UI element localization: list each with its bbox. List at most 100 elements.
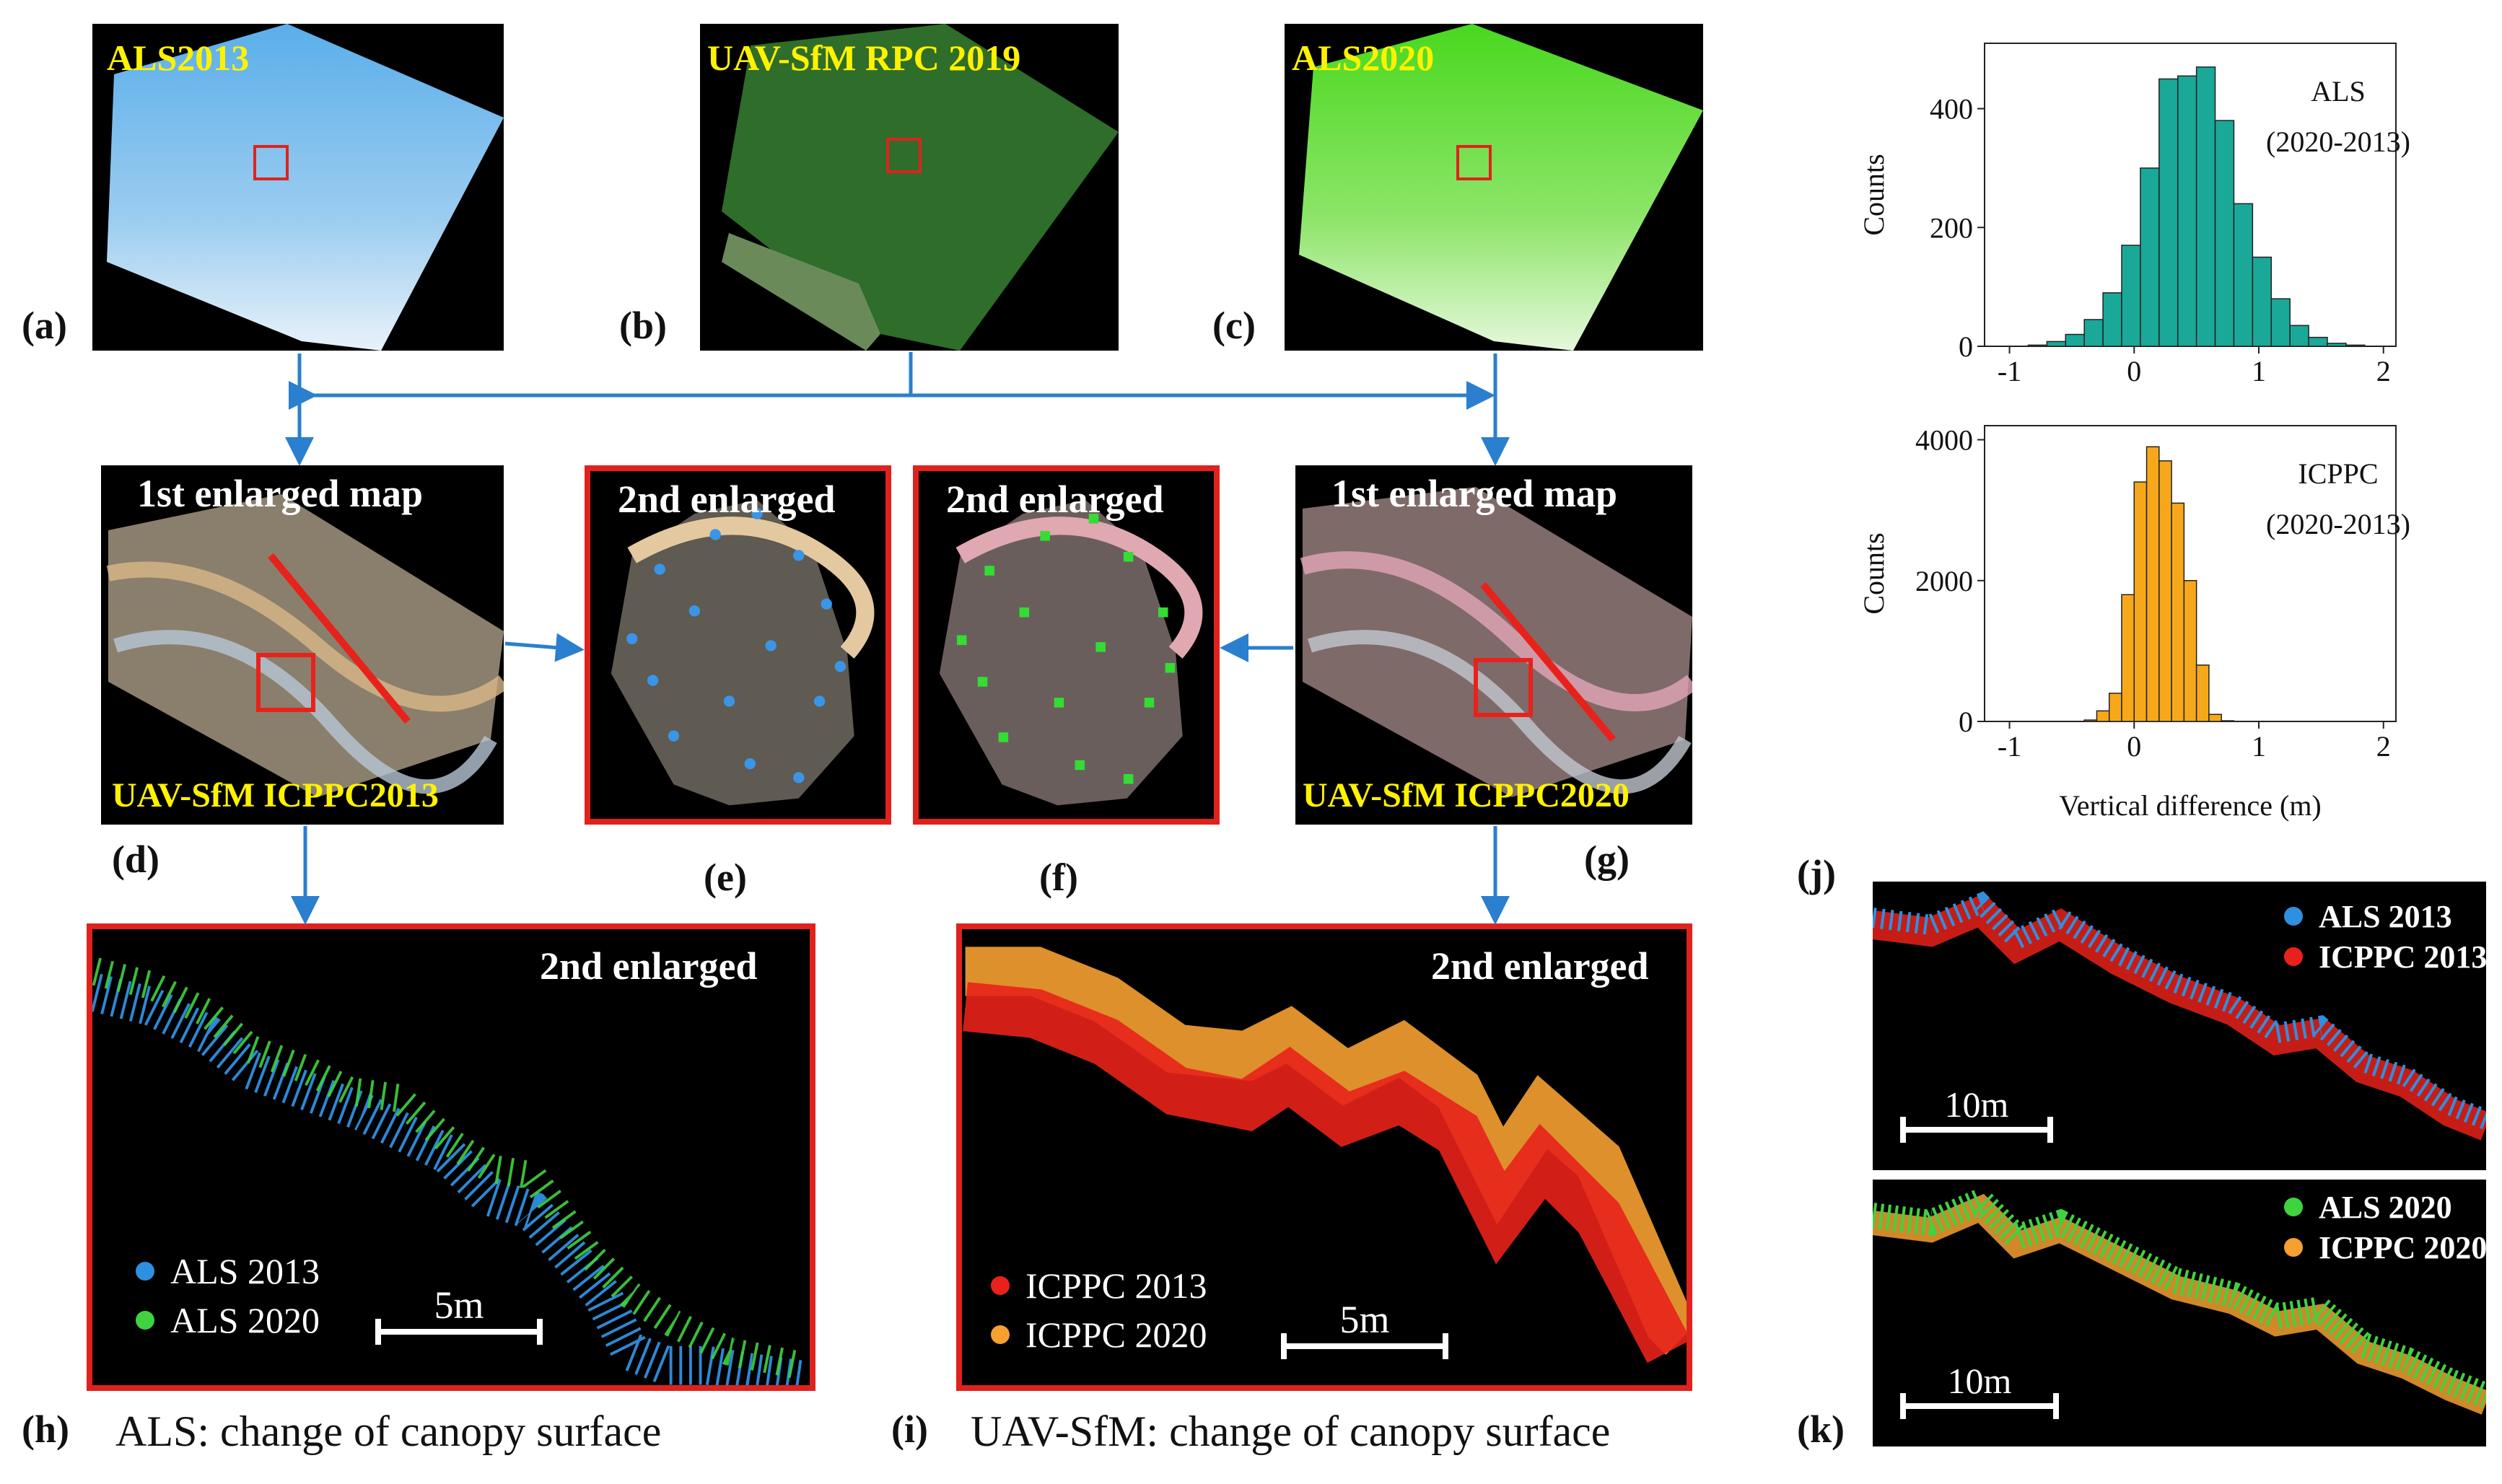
panel-a-image: ALS2013 [92,24,504,351]
legend-k-icppc2020-marker [2284,1238,2303,1257]
y-tick-label: 0 [1959,706,1973,738]
histogram-bar [2289,325,2309,347]
x-tick-label: 1 [2252,355,2266,387]
panel-e-title: 2nd enlarged [618,478,836,521]
panel-i-scalebar: 5m [1281,1297,1448,1359]
histogram-bar [2270,298,2291,347]
icppc-histogram: -1 0 1 2 0 2000 4000 Counts ICPPC (2020-2013) Vert… [1858,424,2410,822]
histogram-bar [2252,256,2273,347]
panel-j-scale-label: 10m [1944,1084,2009,1125]
label-b: (b) [619,304,667,347]
x-tick-label: 0 [2127,730,2141,763]
histogram-bar [2195,66,2216,347]
legend-als2020-marker [136,1311,154,1330]
histogram-bar [2195,664,2210,722]
als2013-enlarged [611,499,875,806]
panel-j-legend: ALS 2013 ICPPC 2013 [2284,896,2486,977]
label-d: (d) [112,838,159,881]
als2013-pointcloud [107,24,504,351]
panel-j-image: ALS 2013 ICPPC 2013 10m [1873,882,2486,1170]
y-axis-label: Counts [1858,532,1890,614]
panel-c-title: ALS2020 [1292,38,1435,78]
histogram-bar [2083,319,2104,347]
y-axis-label: Counts [1858,154,1890,235]
x-tick-label: 2 [2376,355,2391,387]
panel-k-scalebar: 10m [1900,1360,2059,1419]
x-tick-label: 2 [2376,730,2391,763]
panel-k-legend: ALS 2020 ICPPC 2020 [2284,1187,2486,1268]
icppc-profile [963,947,1687,1364]
y-tick-label: 400 [1930,93,1973,126]
icppc2013-pointcloud [106,494,504,797]
legend-icppc2020: ICPPC 2020 [1025,1314,1207,1355]
histogram-bar [2233,203,2254,347]
als-histogram: -1 0 1 2 0 200 400 Counts ALS (2020-2013) [1858,43,2410,387]
arrow-d-to-e [504,633,585,662]
panel-h-legend: ALS 2013 ALS 2020 [136,1247,320,1345]
icppc2020-pointcloud [1300,487,1692,797]
legend-icppc2013: ICPPC 2013 [1025,1265,1207,1306]
label-j: (j) [1797,852,1836,895]
panel-j-scalebar: 10m [1900,1084,2053,1143]
panel-h-image: 2nd enlarged ALS 2013 ALS 2020 5m [87,923,815,1391]
label-g: (g) [1584,838,1630,881]
panel-g-title: 1st enlarged map [1331,472,1617,515]
panel-i-title: 2nd enlarged [1431,944,1649,988]
panel-g-image: 1st enlarged map UAV-SfM ICPPC2020 [1295,465,1692,825]
legend-icppc2020-marker [991,1325,1010,1344]
panel-i-scale-label: 5m [1339,1298,1390,1341]
legend-als2013: ALS 2013 [170,1251,320,1291]
y-tick-label: 4000 [1915,424,1973,457]
panel-a-title: ALS2013 [107,38,250,78]
panel-k-scale-label: 10m [1947,1361,2012,1401]
panel-i-image: 2nd enlarged ICPPC 2013 ICPPC 2020 5m [956,923,1692,1391]
panel-i-legend: ICPPC 2013 ICPPC 2020 [991,1261,1207,1359]
label-k: (k) [1797,1408,1845,1451]
panel-h-scale-label: 5m [434,1283,484,1327]
x-tick-label: -1 [1998,730,2021,763]
chart-title: ALS [2311,75,2366,107]
legend-icppc2013-marker [991,1276,1010,1295]
als-profile [92,957,802,1385]
y-tick-label: 200 [1930,211,1973,244]
panel-c-image: ALS2020 [1285,24,1703,351]
histogram-bar [2214,120,2235,347]
panel-b-image: UAV-SfM RPC 2019 [700,24,1119,351]
label-a: (a) [22,304,67,347]
legend-k-icppc2020: ICPPC 2020 [2319,1229,2486,1265]
panel-d-title: 1st enlarged map [137,472,423,515]
panel-h-title: 2nd enlarged [540,944,758,988]
panel-h-scalebar: 5m [375,1283,543,1345]
panel-e-image: 2nd enlarged [585,465,891,825]
x-tick-label: 1 [2252,730,2266,763]
x-tick-label: -1 [1998,355,2021,387]
y-tick-label: 0 [1959,330,1973,363]
uav-rpc-2019-pointcloud [722,24,1119,351]
histogram-bar [2158,78,2179,347]
label-f: (f) [1039,856,1078,899]
legend-j-als2013-marker [2284,907,2303,926]
histogram-bar [2102,292,2122,347]
x-axis-label: Vertical difference (m) [2059,789,2322,822]
panel-f-title: 2nd enlarged [946,478,1164,521]
panel-d-subtitle: UAV-SfM ICPPC2013 [112,776,439,815]
legend-j-icppc2013-marker [2284,947,2303,966]
legend-als2013-marker [136,1262,154,1281]
caption-i: UAV-SfM: change of canopy surface [971,1408,1611,1455]
caption-h: ALS: change of canopy surface [115,1408,662,1455]
panel-b-title: UAV-SfM RPC 2019 [707,38,1021,78]
als-icppc-2020-profile [1873,1185,2486,1415]
histogram-bar [2121,245,2141,347]
label-h: (h) [22,1408,69,1451]
label-i: (i) [891,1408,928,1451]
histogram-bar [2183,580,2197,722]
x-tick-label: 0 [2127,355,2141,387]
histogram-bar [2208,714,2222,722]
als-icppc-2013-profile [1873,891,2486,1141]
legend-j-als2013: ALS 2013 [2319,898,2452,934]
als2020-enlarged [939,499,1203,806]
panel-d-image: 1st enlarged map UAV-SfM ICPPC2013 [101,465,504,825]
chart-subtitle: (2020-2013) [2266,508,2410,540]
als2020-pointcloud [1299,24,1703,351]
